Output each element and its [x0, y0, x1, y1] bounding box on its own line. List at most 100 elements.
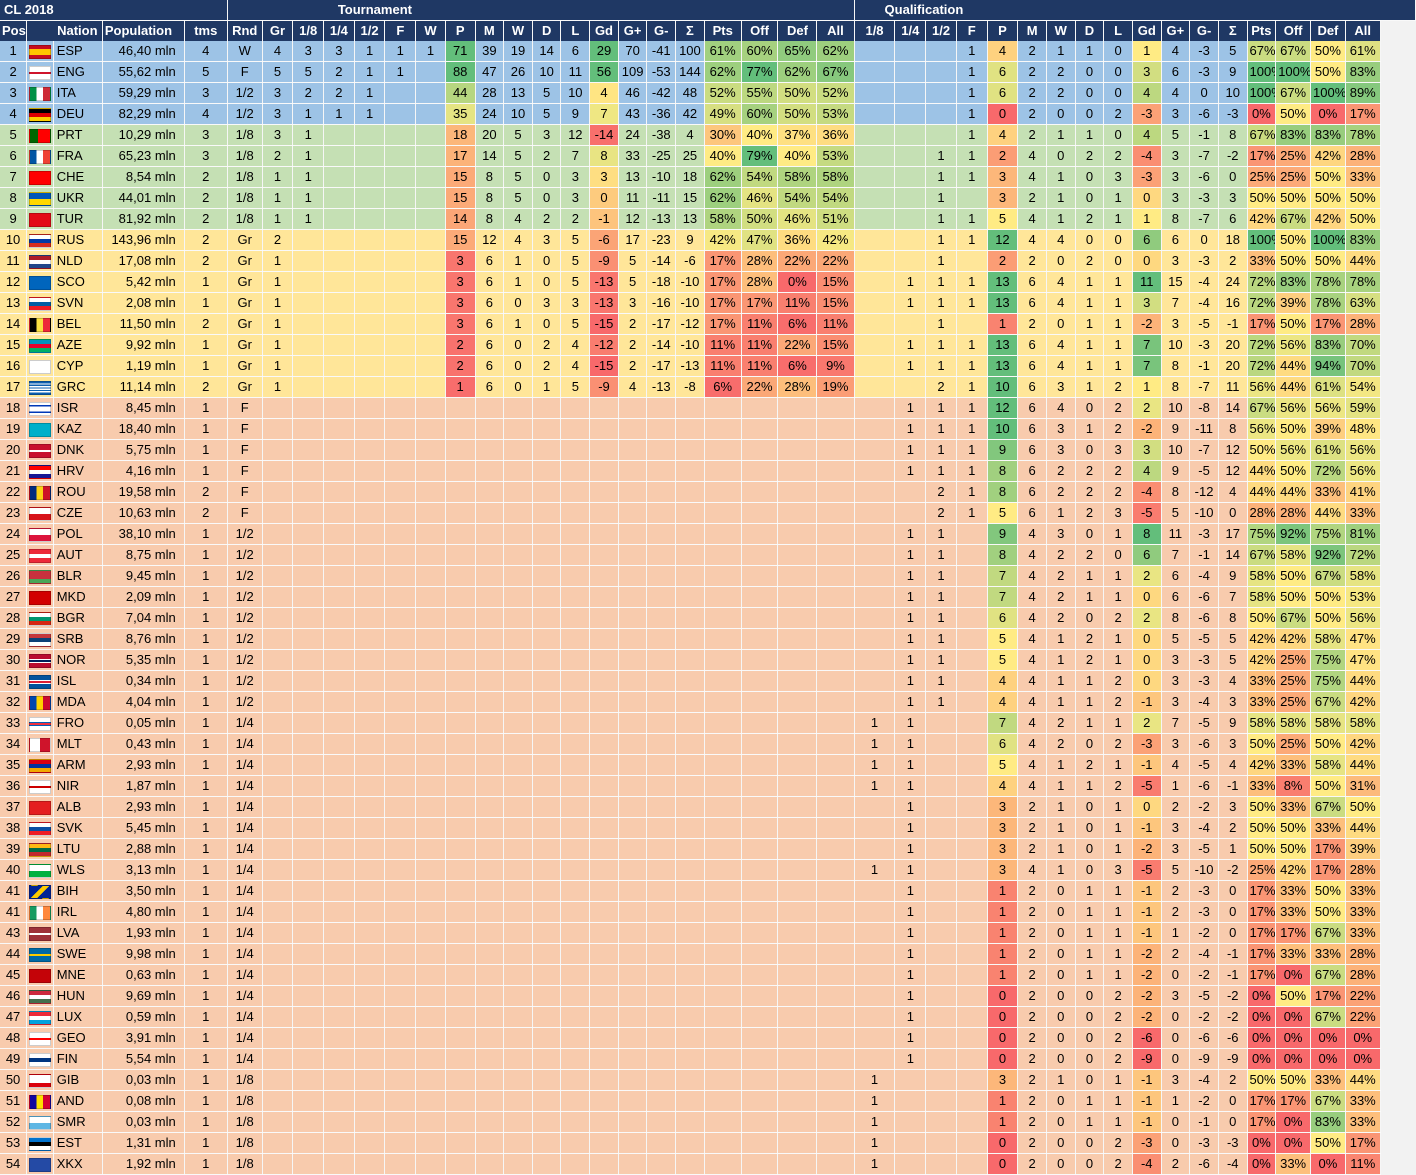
tournament-cell: 6	[475, 313, 505, 335]
tournament-cell: 2	[532, 145, 562, 167]
tournament-cell	[777, 607, 818, 629]
qualification-cell: 0%	[1345, 1048, 1381, 1070]
tournament-cell	[323, 922, 355, 944]
tournament-cell	[704, 754, 742, 776]
qualification-cell: 5	[987, 628, 1019, 650]
tournament-cell: 15%	[816, 334, 855, 356]
tournament-cell	[704, 649, 742, 671]
tournament-cell	[323, 166, 355, 188]
tournament-cell	[704, 670, 742, 692]
qualification-cell: 1	[925, 691, 957, 713]
tournament-cell	[532, 712, 562, 734]
qualification-cell: 1	[925, 271, 957, 293]
qualification-cell: 2	[1103, 1048, 1133, 1070]
tournament-cell: -15	[589, 355, 619, 377]
population-cell: 4,80 mln	[102, 901, 185, 923]
tournament-cell	[777, 628, 818, 650]
qualification-cell	[956, 565, 988, 587]
qualification-cell	[925, 1048, 957, 1070]
tournament-cell: 18	[445, 124, 476, 146]
teams-count: 5	[184, 61, 228, 83]
tournament-cell: 1	[532, 376, 562, 398]
qualification-cell: 0	[1075, 1027, 1105, 1049]
qualification-cell: 2	[1046, 481, 1076, 503]
tournament-cell	[292, 1132, 325, 1154]
tournament-cell	[415, 103, 446, 125]
tournament-cell	[560, 586, 591, 608]
tournament-cell	[354, 1027, 386, 1049]
qualification-cell: 1	[987, 880, 1019, 902]
tournament-cell: -12	[675, 313, 705, 335]
tournament-cell	[589, 712, 619, 734]
qualification-cell: -6	[1189, 586, 1219, 608]
tournament-cell	[560, 796, 591, 818]
qualification-cell	[854, 502, 896, 524]
tournament-cell	[292, 943, 325, 965]
table-row: 52 SMR 0,03 mln 1 1/8 1 1 2 0 1 1 -1 0 -1 0 17% 0% 83% 33%	[0, 1111, 1416, 1133]
table-row: 34 MLT 0,43 mln 1 1/4 1 1 6 4 2 0 2 -3 3 -6 3 50% 25% 50% 4…	[0, 733, 1416, 755]
tournament-cell	[384, 880, 417, 902]
qualification-cell: 0	[1218, 880, 1248, 902]
tournament-cell	[618, 523, 648, 545]
qualification-cell: 33%	[1275, 754, 1312, 776]
qualification-cell: -5	[1132, 859, 1162, 881]
tournament-cell: 62%	[704, 61, 742, 83]
tournament-cell	[532, 460, 562, 482]
tournament-cell	[741, 460, 779, 482]
nation-code: BGR	[53, 607, 103, 629]
tournament-cell: 1	[354, 41, 386, 62]
qualification-cell: 56%	[1275, 397, 1312, 419]
qualification-cell: -2	[1218, 985, 1248, 1007]
qualification-cell: 4	[1017, 859, 1047, 881]
tournament-cell: 0	[532, 250, 562, 272]
tournament-cell: 88	[445, 61, 476, 83]
qualification-cell: 2	[1075, 250, 1105, 272]
qualification-cell: 1	[925, 313, 957, 335]
column-header: Pts	[1247, 20, 1277, 41]
tournament-cell: 3	[445, 271, 476, 293]
column-header: 1/2	[354, 20, 386, 41]
teams-count: 1	[184, 607, 228, 629]
qualification-cell	[894, 313, 927, 335]
qualification-cell: 3	[1132, 61, 1162, 83]
tournament-cell	[262, 628, 294, 650]
qualification-cell: 2	[1017, 41, 1047, 62]
tournament-cell	[675, 1006, 705, 1028]
qualification-cell	[854, 1048, 896, 1070]
tournament-cell: 109	[618, 61, 648, 83]
tournament-cell	[262, 859, 294, 881]
qualification-cell: 0	[1103, 61, 1133, 83]
tournament-cell: 6	[475, 376, 505, 398]
tournament-cell	[384, 355, 417, 377]
qualification-cell: 81%	[1345, 523, 1381, 545]
tournament-cell	[816, 523, 855, 545]
tournament-cell	[415, 292, 446, 314]
tournament-cell: 46%	[741, 187, 779, 209]
tournament-cell: 28%	[741, 250, 779, 272]
qualification-cell	[894, 1111, 927, 1133]
round-reached: 1/4	[227, 838, 263, 860]
qualification-cell: 67%	[1247, 397, 1277, 419]
qualification-cell: 4	[1046, 229, 1076, 251]
qualification-cell: 8	[1218, 124, 1248, 146]
tournament-cell	[560, 922, 591, 944]
tournament-cell	[741, 901, 779, 923]
flag-cell	[26, 670, 54, 692]
flag-cell	[26, 103, 54, 125]
tournament-cell	[777, 1090, 818, 1112]
tournament-cell	[704, 817, 742, 839]
teams-count: 1	[184, 754, 228, 776]
tournament-cell	[445, 460, 476, 482]
qualification-cell: -1	[1189, 355, 1219, 377]
tournament-cell: 9%	[816, 355, 855, 377]
qualification-cell: 8	[987, 460, 1019, 482]
qualification-cell	[956, 922, 988, 944]
tournament-cell	[354, 985, 386, 1007]
qualification-cell: 1	[1103, 922, 1133, 944]
teams-count: 1	[184, 964, 228, 986]
tournament-cell	[475, 964, 505, 986]
tournament-cell: 5	[503, 166, 533, 188]
flag-icon	[28, 191, 51, 206]
tournament-cell	[618, 922, 648, 944]
tournament-cell	[262, 775, 294, 797]
